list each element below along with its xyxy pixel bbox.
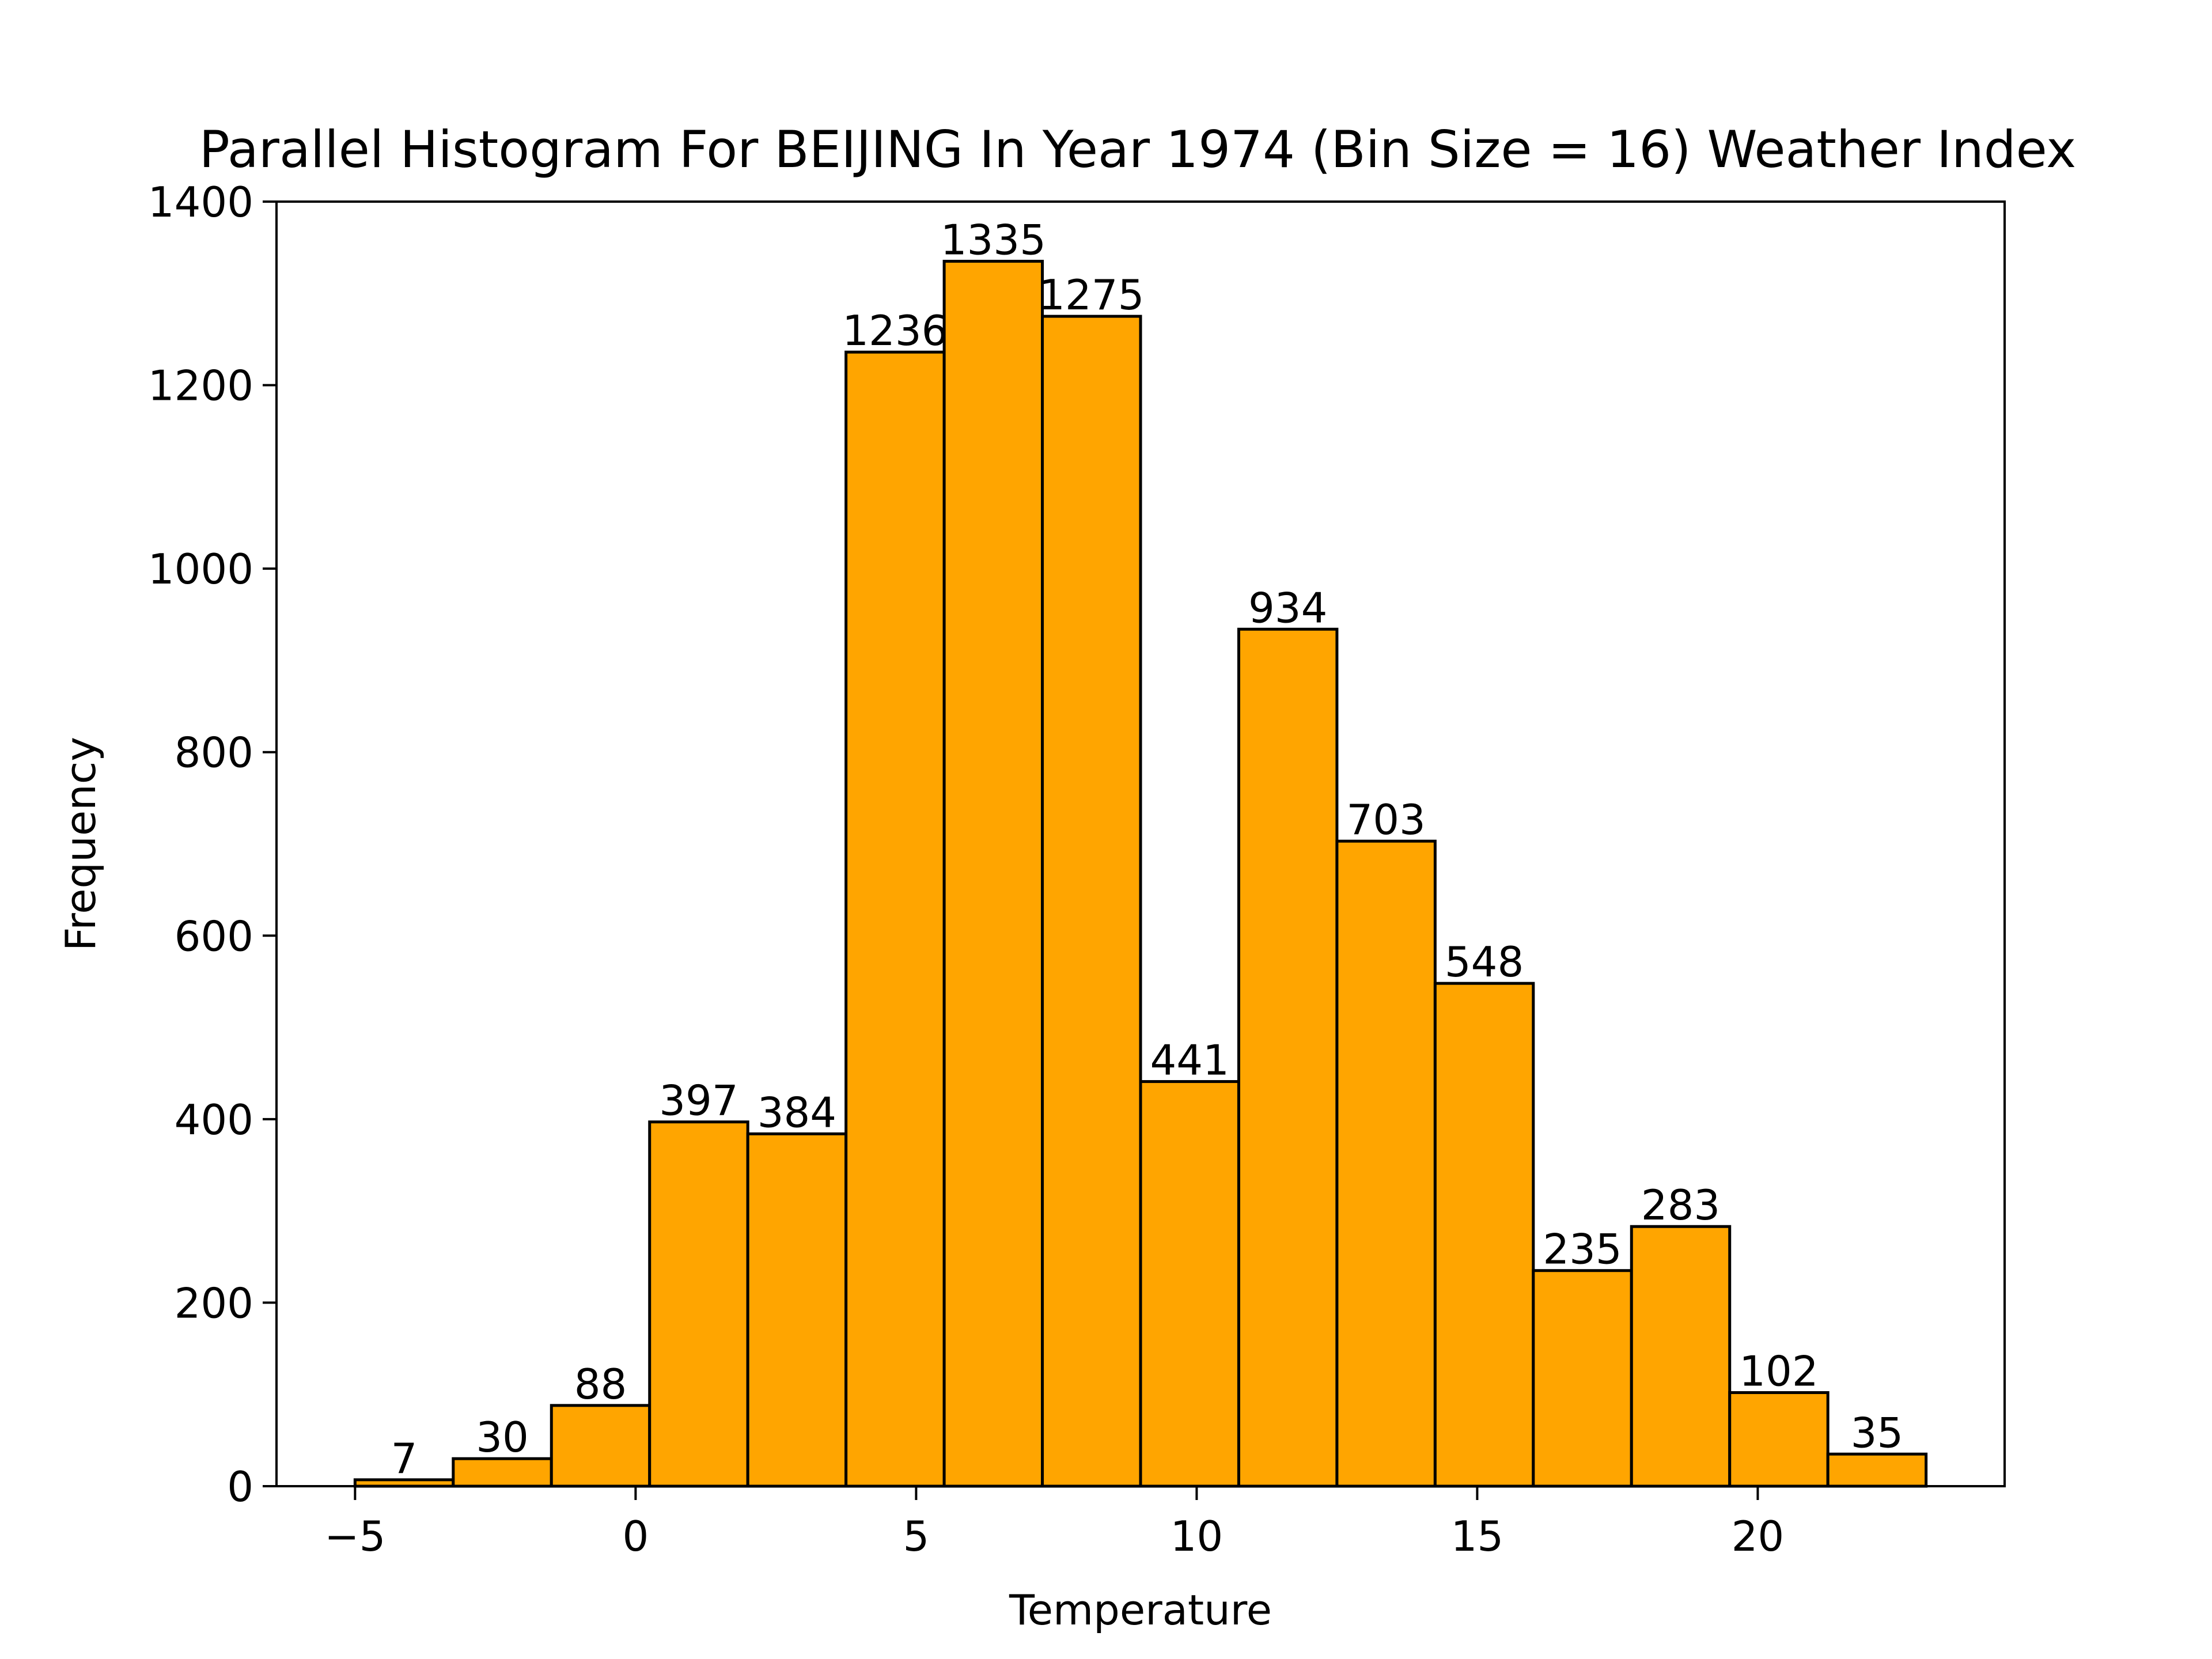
y-tick-label: 1000 <box>148 545 253 593</box>
histogram-bar <box>1237 627 1339 1488</box>
x-tick-label: 5 <box>903 1512 929 1560</box>
histogram-bar <box>1433 982 1535 1488</box>
histogram-bar <box>1335 839 1437 1488</box>
bar-value-label: 397 <box>659 1077 738 1125</box>
y-tick-label: 1400 <box>148 178 253 226</box>
histogram-bar <box>452 1457 553 1488</box>
bar-value-label: 934 <box>1248 584 1327 632</box>
y-tick-label: 800 <box>175 729 253 777</box>
x-tick-label: −5 <box>324 1512 385 1560</box>
histogram-bar <box>1630 1225 1732 1488</box>
x-tick-label: 0 <box>622 1512 649 1560</box>
bar-value-label: 30 <box>476 1413 529 1461</box>
x-tick-label: 15 <box>1451 1512 1504 1560</box>
histogram-bar <box>1728 1391 1830 1488</box>
bar-value-label: 88 <box>574 1360 627 1408</box>
y-tick-label: 200 <box>175 1279 253 1327</box>
y-axis-label: Frequency <box>56 737 105 951</box>
bar-value-label: 7 <box>391 1434 418 1483</box>
histogram-bar <box>1041 315 1142 1488</box>
chart-title: Parallel Histogram For BEIJING In Year 1… <box>199 120 2077 179</box>
histogram-bar <box>942 260 1044 1488</box>
bar-value-label: 102 <box>1739 1347 1818 1396</box>
x-tick-label: 20 <box>1732 1512 1785 1560</box>
histogram-bar <box>746 1132 848 1488</box>
x-axis-ticks: −5 0 5 10 15 20 <box>324 1486 1784 1560</box>
histogram-bar <box>844 350 946 1488</box>
plot-area-frame <box>275 200 2006 1487</box>
histogram-bar <box>1139 1080 1240 1488</box>
histogram-bar <box>550 1404 652 1488</box>
bar-value-label: 384 <box>757 1088 836 1137</box>
bar-value-label: 703 <box>1346 796 1425 844</box>
x-axis-label: Temperature <box>1009 1586 1272 1634</box>
bar-value-label: 1335 <box>941 216 1046 264</box>
histogram-bar <box>1532 1269 1633 1488</box>
y-tick-label: 600 <box>175 912 253 960</box>
bar-value-label: 235 <box>1543 1225 1622 1274</box>
bar-value-label: 548 <box>1445 938 1524 986</box>
y-tick-label: 0 <box>227 1463 253 1511</box>
bar-value-label: 1275 <box>1039 271 1144 319</box>
histogram-bar <box>1826 1452 1928 1488</box>
bar-value-label: 441 <box>1150 1036 1229 1085</box>
histogram-bar <box>648 1120 749 1488</box>
bar-value-label: 283 <box>1641 1181 1720 1229</box>
bar-labels-group: 7 30 88 397 384 1236 1335 1275 441 934 703 548 235 28… <box>391 216 1904 1483</box>
y-tick-label: 400 <box>175 1096 253 1144</box>
y-axis-ticks: 0 200 400 600 800 1000 1200 1400 <box>148 178 276 1511</box>
bars-group <box>353 260 1928 1488</box>
bar-value-label: 35 <box>1851 1408 1904 1457</box>
x-tick-label: 10 <box>1171 1512 1224 1560</box>
y-tick-label: 1200 <box>148 362 253 410</box>
bar-value-label: 1236 <box>842 306 948 355</box>
